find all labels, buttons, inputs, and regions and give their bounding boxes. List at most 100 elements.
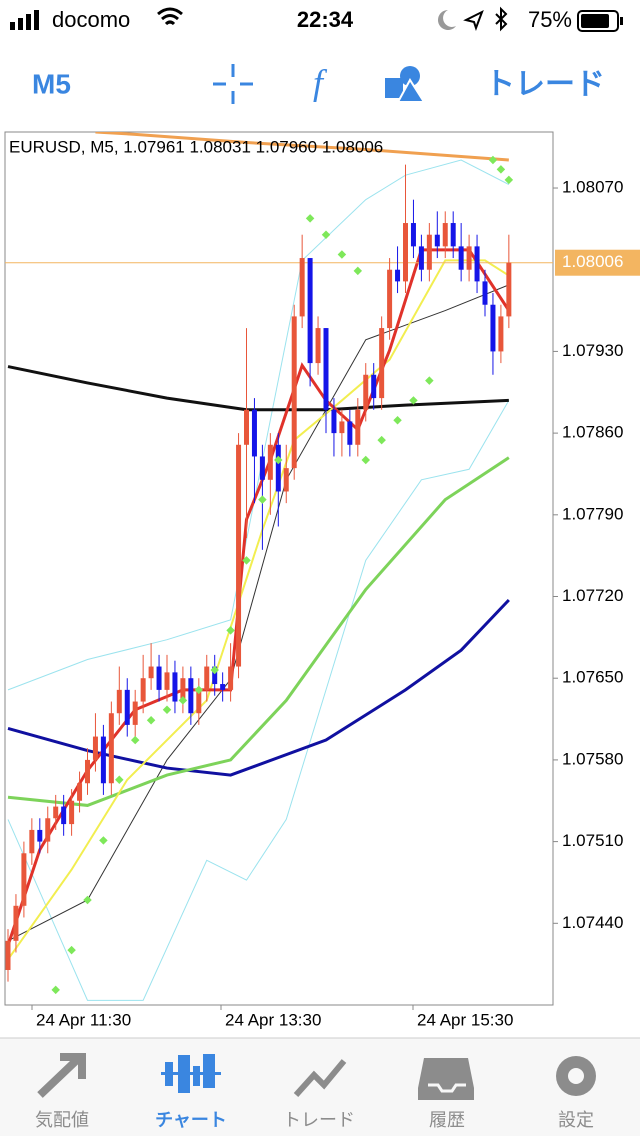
candle-body: [450, 223, 456, 247]
y-tick-label: 1.07790: [562, 504, 623, 523]
x-tick-label: 24 Apr 15:30: [417, 1010, 513, 1029]
x-tick-label: 24 Apr 13:30: [225, 1010, 321, 1029]
candle-body: [482, 281, 488, 305]
candle-body: [267, 444, 273, 480]
y-tick-label: 1.07650: [562, 668, 623, 687]
candle-body: [363, 374, 369, 410]
sar-dot: [393, 416, 402, 425]
candle-body: [474, 246, 480, 282]
candle-body: [339, 421, 345, 434]
objects-button[interactable]: [385, 66, 426, 103]
candle-body: [45, 818, 51, 842]
price-label: 1.08006: [562, 252, 623, 271]
candle-body: [204, 666, 210, 690]
tab-bar: [0, 1038, 640, 1136]
candle-body: [442, 223, 448, 247]
candle-body: [53, 806, 59, 819]
candle-body: [323, 328, 329, 410]
candle-body: [244, 409, 249, 445]
timeframe-button[interactable]: M5: [32, 68, 71, 99]
candle-body: [29, 829, 35, 854]
candle-body: [140, 678, 146, 702]
candle-body: [85, 759, 90, 784]
y-tick-label: 1.07860: [562, 423, 623, 442]
candle-body: [307, 258, 313, 364]
sar-dot: [274, 455, 283, 465]
candle-body: [148, 666, 154, 679]
candle-body: [108, 713, 114, 784]
candle-body: [506, 262, 512, 317]
candle-body: [418, 246, 424, 270]
candle-body: [283, 468, 289, 492]
candle-body: [188, 678, 194, 714]
candle-body: [77, 783, 83, 801]
sar-dot: [337, 250, 347, 259]
candle-body: [315, 328, 321, 364]
candle-body: [92, 736, 98, 760]
candle-body: [498, 316, 504, 352]
candle-body: [466, 246, 472, 270]
toolbar: M5 f トレード: [32, 62, 605, 104]
candle-body: [116, 689, 122, 714]
sar-dot: [353, 266, 363, 276]
candle-body: [379, 328, 385, 399]
candle-body: [124, 689, 130, 725]
sar-dot: [321, 230, 331, 239]
tab-label[interactable]: チャート: [155, 1110, 227, 1130]
candle-body: [196, 689, 202, 714]
candle-body: [387, 269, 393, 329]
trade-button[interactable]: トレード: [485, 68, 605, 101]
crosshair-button[interactable]: [213, 64, 253, 104]
candle-body: [164, 672, 170, 690]
tab-label[interactable]: 気配値: [35, 1110, 89, 1130]
candle-body: [403, 223, 408, 282]
tab-icons: [37, 1053, 596, 1100]
indicator-line: [7, 159, 510, 691]
candle-body: [100, 736, 106, 784]
plot-frame: [4, 131, 554, 1006]
y-tick-label: 1.08070: [562, 178, 623, 197]
candle-body: [220, 684, 226, 690]
y-tick-label: 1.07720: [562, 586, 623, 605]
candle-body: [37, 829, 43, 842]
candle-body: [347, 421, 353, 445]
candle-body: [331, 409, 337, 434]
candle-body: [490, 304, 496, 352]
candle-body: [259, 456, 265, 480]
candle-body: [172, 672, 178, 702]
candle-body: [395, 269, 401, 282]
candle-body: [371, 374, 377, 399]
sar-dot: [504, 175, 514, 185]
candle-body: [132, 701, 138, 725]
indicator-line: [7, 284, 510, 942]
candle-body: [212, 666, 218, 685]
candle-body: [426, 234, 432, 270]
chart-header: EURUSD, M5, 1.07961 1.08031 1.07960 1.08…: [9, 137, 383, 156]
candle-body: [156, 666, 162, 690]
sar-dot: [377, 435, 386, 445]
carrier: docomo: [52, 7, 130, 32]
candle-body: [180, 678, 186, 702]
candle-body: [275, 444, 281, 492]
tab-label[interactable]: 設定: [558, 1110, 594, 1130]
candle-body: [251, 409, 257, 457]
sar-dot: [496, 165, 506, 174]
candle-body: [236, 444, 242, 667]
status-bar: docomo 22:34 75%: [10, 6, 623, 32]
x-tick-label: 24 Apr 11:30: [36, 1010, 131, 1029]
sar-dot: [361, 455, 370, 465]
price-label-bg: [555, 249, 640, 276]
tab-label[interactable]: 履歴: [429, 1110, 465, 1130]
candle-body: [291, 316, 297, 469]
candle-body: [13, 905, 19, 941]
plot: [5, 132, 553, 1001]
sar-dot: [488, 155, 498, 165]
candle-body: [299, 258, 305, 317]
candle-body: [21, 853, 27, 906]
indicator-button[interactable]: f: [313, 62, 328, 102]
sar-dot: [409, 396, 418, 405]
candle-body: [355, 409, 361, 445]
tab-label[interactable]: トレード: [283, 1110, 355, 1130]
candle-body: [5, 940, 11, 970]
